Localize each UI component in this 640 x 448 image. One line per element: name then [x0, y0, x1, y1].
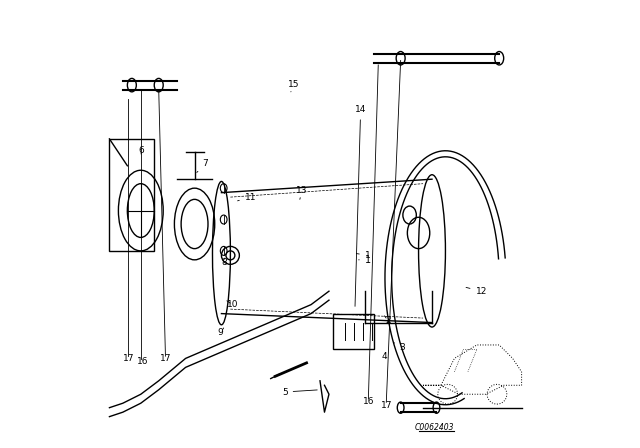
Text: 3: 3 [394, 343, 406, 352]
Text: 4: 4 [382, 352, 387, 361]
Text: 9: 9 [218, 328, 224, 337]
Text: 11: 11 [237, 193, 256, 202]
Text: 14: 14 [355, 105, 366, 306]
Text: 17: 17 [381, 401, 392, 409]
Text: C0062403: C0062403 [415, 423, 454, 432]
Ellipse shape [495, 52, 504, 65]
Text: 17: 17 [122, 353, 134, 362]
Text: 16: 16 [363, 397, 374, 406]
Text: 16: 16 [138, 357, 148, 366]
Text: 12: 12 [466, 287, 487, 296]
Bar [109, 139, 154, 251]
Text: 5: 5 [282, 388, 317, 396]
Text: 17: 17 [160, 353, 171, 362]
Text: 6: 6 [139, 146, 144, 155]
Text: 2: 2 [385, 316, 390, 325]
Text: 10: 10 [227, 300, 238, 309]
Text: 15: 15 [288, 80, 300, 92]
Text: 1: 1 [358, 255, 371, 265]
Text: 8: 8 [221, 258, 227, 267]
Bar [333, 314, 374, 349]
Text: 13: 13 [296, 186, 308, 199]
Text: 7: 7 [197, 159, 209, 172]
Text: 1: 1 [356, 251, 371, 260]
